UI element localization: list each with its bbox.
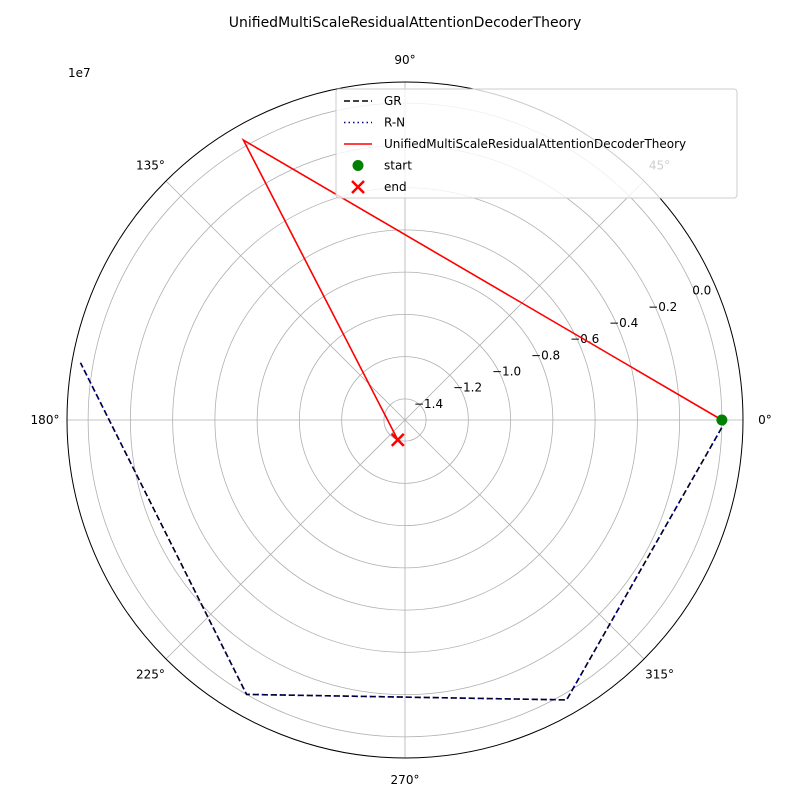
radial-offset-label: 1e7 — [68, 66, 91, 80]
legend-frame — [335, 88, 738, 199]
chart-title: UnifiedMultiScaleResidualAttentionDecode… — [229, 15, 582, 31]
legend-handle-4 — [351, 180, 365, 194]
radial-tick-label-7: 0.0 — [692, 284, 711, 298]
radial-tick-label-1: −1.2 — [453, 381, 482, 395]
series-line-0 — [79, 362, 727, 701]
legend-label-2: UnifiedMultiScaleResidualAttentionDecode… — [384, 137, 686, 151]
marker-start — [716, 414, 728, 426]
legend-label-3: start — [384, 159, 412, 173]
legend-handle-3 — [352, 160, 364, 171]
series-line-2 — [241, 138, 723, 441]
theta-grid-line-7 — [404, 419, 645, 660]
series-markers — [390, 414, 728, 447]
theta-grid-line-3 — [165, 180, 406, 421]
radial-tick-labels: −1.4−1.2−1.0−0.8−0.6−0.4−0.20.0 — [414, 284, 711, 411]
legend-label-0: GR — [384, 94, 402, 108]
series-lines — [79, 138, 727, 701]
series-line-1 — [79, 362, 727, 701]
marker-end — [390, 432, 405, 447]
theta-tick-label-0: 0° — [758, 413, 772, 427]
theta-tick-label-3: 135° — [136, 158, 165, 172]
radial-tick-label-0: −1.4 — [414, 397, 443, 411]
theta-tick-label-7: 315° — [645, 668, 674, 682]
legend-label-1: R-N — [384, 116, 405, 130]
theta-tick-label-2: 90° — [394, 53, 415, 67]
radial-tick-label-2: −1.0 — [492, 365, 521, 379]
radial-tick-label-5: −0.4 — [609, 316, 638, 330]
legend-label-4: end — [384, 180, 407, 194]
theta-grid-line-5 — [165, 419, 406, 660]
theta-tick-label-5: 225° — [136, 668, 165, 682]
radial-tick-label-3: −0.8 — [531, 348, 560, 362]
legend: GR R-N UnifiedMultiScaleResidualAttentionD… — [335, 88, 738, 199]
theta-tick-label-6: 270° — [391, 773, 420, 787]
radial-tick-label-6: −0.2 — [648, 300, 677, 314]
polar-frame — [66, 81, 744, 759]
theta-tick-label-4: 180° — [31, 413, 60, 427]
theta-grid-line-1 — [404, 180, 645, 421]
